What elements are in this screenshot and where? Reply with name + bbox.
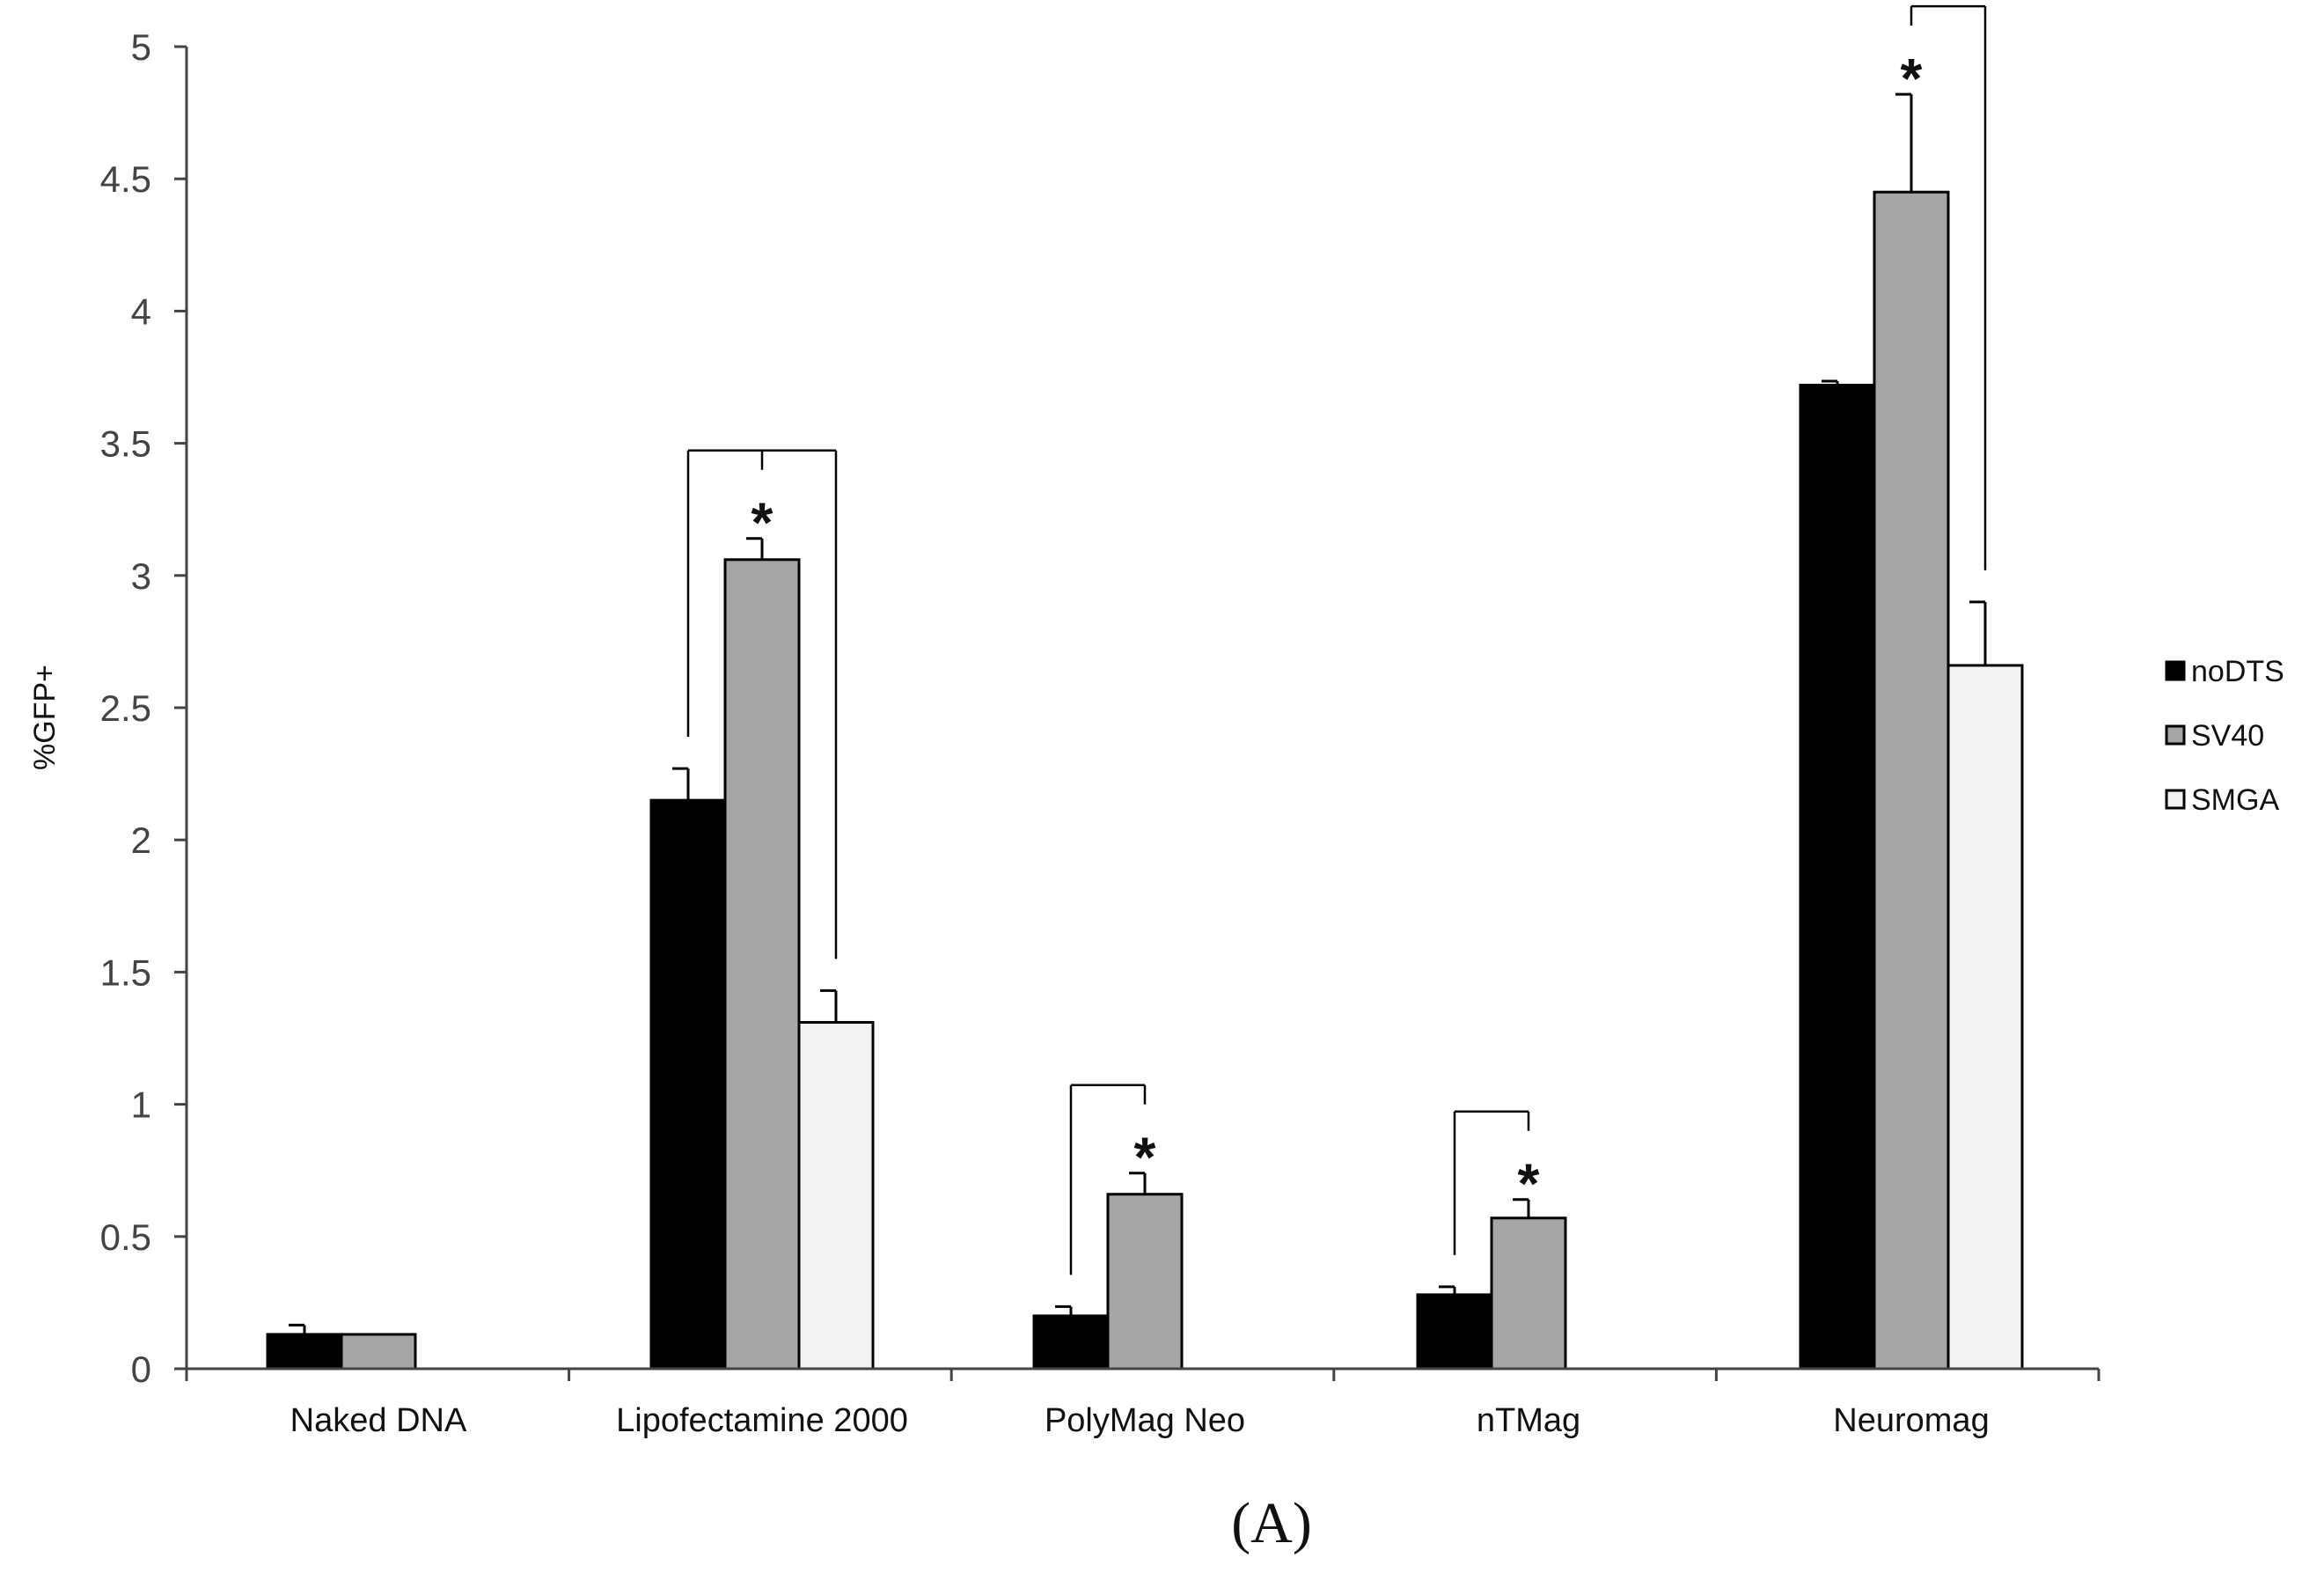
y-tick-label: 3: [131, 555, 151, 597]
x-tick-label: Neuromag: [1833, 1402, 1989, 1439]
significance-annotations: * * * *: [686, 4, 1987, 1275]
y-tick-label: 2.5: [100, 687, 151, 729]
y-axis-ticks: 0 0.5 1 1.5 2 2.5 3 3.5 4 4.5 5: [100, 26, 187, 1390]
y-tick-label: 4: [131, 290, 151, 332]
bar-SV40-neuromag: [1873, 190, 1950, 1371]
error-bars: [289, 92, 1987, 1334]
y-tick-label: 2: [131, 819, 151, 861]
bar-noDTS-polymag-neo: [1032, 1314, 1110, 1371]
y-tick-label: 5: [131, 26, 151, 68]
bar-SV40-lipofectamine-2000: [723, 558, 801, 1371]
bar-SV40-polymag-neo: [1106, 1193, 1184, 1371]
significance-star: *: [1901, 47, 1923, 110]
bars: [266, 190, 2024, 1371]
bar-noDTS-ntmag: [1416, 1293, 1493, 1371]
significance-star: *: [751, 491, 773, 555]
legend-swatch-SV40: [2165, 724, 2186, 746]
legend-label-SV40: SV40: [2191, 719, 2264, 753]
y-tick-label: 3.5: [100, 423, 151, 465]
legend: noDTS SV40 SMGA: [2165, 655, 2284, 817]
significance-star: *: [1518, 1152, 1540, 1216]
bar-SMGA-neuromag: [1946, 664, 2024, 1371]
x-axis-categories: Naked DNA Lipofectamine 2000 PolyMag Neo nT…: [290, 1402, 1990, 1439]
x-tick-label: Naked DNA: [290, 1402, 467, 1439]
legend-swatch-SMGA: [2165, 789, 2186, 810]
significance-star: *: [1134, 1126, 1156, 1189]
legend-swatch-noDTS: [2165, 660, 2186, 681]
y-tick-label: 0.5: [100, 1216, 151, 1258]
bar-noDTS-lipofectamine-2000: [649, 798, 727, 1371]
bar-SMGA-lipofectamine-2000: [797, 1020, 875, 1371]
bar-noDTS-naked-dna: [266, 1333, 343, 1371]
y-tick-label: 4.5: [100, 158, 151, 200]
x-tick-label: nTMag: [1477, 1402, 1580, 1439]
x-tick-label: PolyMag Neo: [1045, 1402, 1245, 1439]
y-tick-label: 1.5: [100, 952, 151, 993]
bar-noDTS-neuromag: [1799, 384, 1876, 1371]
y-axis-title: %GFP+: [28, 665, 62, 770]
y-tick-label: 0: [131, 1349, 151, 1390]
x-tick-label: Lipofectamine 2000: [616, 1402, 908, 1439]
legend-label-SMGA: SMGA: [2191, 783, 2279, 817]
figure-caption: (A): [1231, 1491, 1312, 1555]
bar-SV40-ntmag: [1490, 1216, 1567, 1371]
legend-label-noDTS: noDTS: [2191, 655, 2284, 688]
bar-SV40-naked-dna: [340, 1333, 417, 1371]
axes: [185, 47, 2100, 1381]
y-tick-label: 1: [131, 1084, 151, 1126]
